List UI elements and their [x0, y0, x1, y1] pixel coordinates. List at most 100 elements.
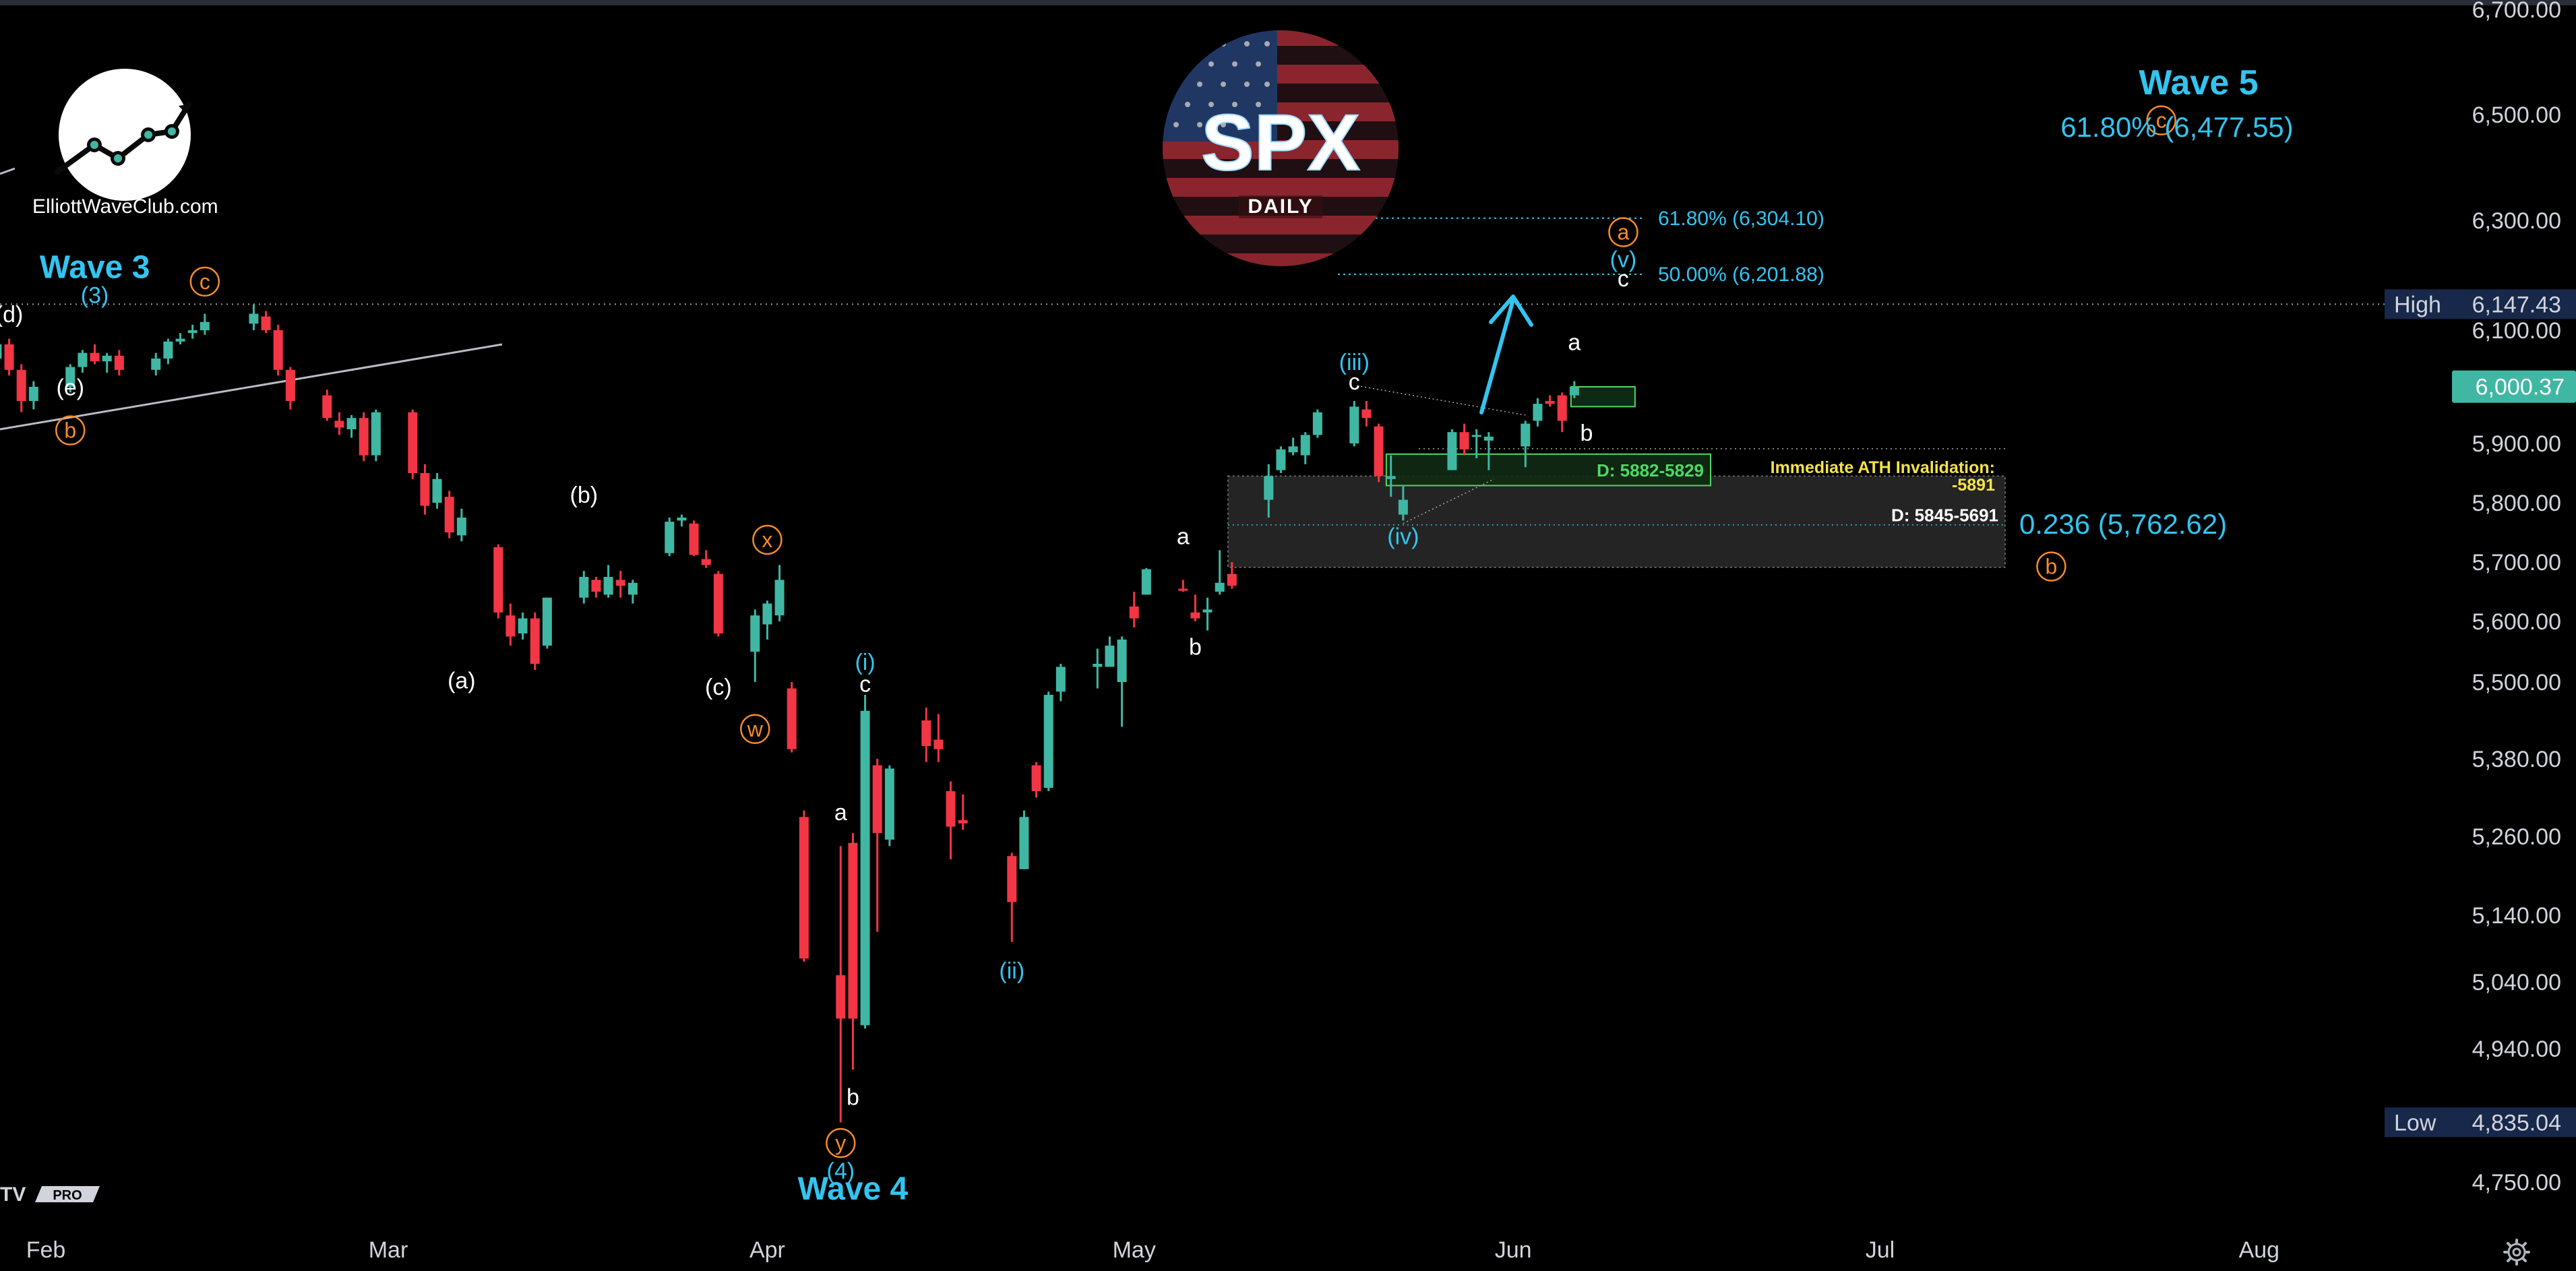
candle [4, 338, 14, 376]
candle [359, 412, 369, 462]
candle-body [1398, 499, 1408, 515]
candle [774, 565, 785, 621]
candle [1264, 464, 1274, 518]
candle-body [1093, 664, 1103, 667]
candle-body [1019, 817, 1029, 869]
y-axis-label: 6,300.00 [2472, 208, 2561, 234]
candle-body [603, 577, 613, 595]
candle-body [799, 817, 809, 959]
y-axis-label: 6,100.00 [2472, 318, 2561, 344]
candle [1569, 381, 1579, 398]
candle [946, 781, 956, 860]
candle [456, 508, 466, 542]
candle [1557, 392, 1567, 433]
candle-body [836, 975, 846, 1019]
candle-body [249, 313, 259, 324]
candle [1178, 580, 1188, 592]
candle-body [285, 369, 295, 401]
candle-body [420, 473, 430, 506]
candle [591, 577, 601, 598]
gear-icon[interactable] [2502, 1237, 2532, 1267]
candle-body [933, 739, 944, 749]
top-border [0, 0, 2576, 5]
candle-body [408, 412, 418, 473]
last-price-value: 6,000.37 [2476, 375, 2565, 400]
candle-body [1533, 404, 1543, 421]
demand-zone-gray[interactable] [1227, 475, 2006, 568]
candle [542, 597, 552, 649]
candle [1533, 398, 1543, 427]
candle-body [163, 341, 173, 359]
candle-body [1141, 569, 1151, 595]
y-axis-label: 4,750.00 [2472, 1170, 2561, 1196]
candle [322, 390, 332, 421]
candle [872, 759, 882, 932]
entry-zone[interactable] [1570, 386, 1636, 408]
candle [701, 550, 711, 568]
candle [505, 603, 516, 646]
triangle-upper-line [1357, 385, 1526, 416]
y-axis-label: 5,800.00 [2472, 491, 2561, 516]
candle [0, 344, 2, 359]
candle-body [848, 842, 858, 1019]
candle [371, 409, 381, 462]
badge-subtitle: DAILY [1248, 195, 1313, 218]
fib-0236-label: 0.236 (5,762.62) [2019, 508, 2227, 540]
candle [933, 714, 944, 762]
y-axis-label: 5,140.00 [2472, 903, 2561, 929]
wave-label-cyan: (i) [855, 650, 875, 675]
candle [530, 612, 540, 670]
candle-body [1374, 426, 1384, 476]
candle-body [774, 580, 785, 616]
trendline-fragment[interactable] [0, 167, 16, 175]
invalidation-title: Immediate ATH Invalidation: [1771, 458, 1995, 477]
candle-body [505, 615, 516, 637]
wave-label-circle [189, 266, 220, 297]
candle-body [90, 352, 100, 362]
candle [1276, 446, 1286, 473]
candle-body [1447, 432, 1457, 470]
candle [1545, 395, 1555, 407]
wave-label-white: a [1177, 524, 1190, 550]
candle [689, 520, 699, 557]
wave-label-circle [2146, 105, 2176, 135]
candle-body [444, 497, 454, 532]
demand-zone-green[interactable] [1385, 453, 1712, 487]
wave-label-cyan: (iii) [1339, 350, 1370, 375]
demand-zone-green-label: D: 5882-5829 [1597, 460, 1704, 480]
wave-label-white: b [1189, 635, 1202, 660]
candle-body [1055, 666, 1066, 692]
wave-label-orange: w [747, 717, 764, 741]
x-axis-label: Apr [749, 1237, 785, 1263]
wave-label-cyan: (4) [827, 1158, 855, 1184]
candle-body [456, 518, 466, 536]
candle [603, 565, 613, 598]
wave-label-white: c [1618, 266, 1629, 292]
projection-arrow[interactable] [1479, 298, 1515, 414]
candle-body [530, 618, 540, 664]
candle [884, 765, 894, 846]
x-axis-label: Aug [2239, 1237, 2280, 1263]
candle-body [493, 547, 503, 613]
candle [90, 344, 100, 365]
candle [1483, 432, 1494, 470]
y-axis-label: 6,500.00 [2472, 102, 2561, 128]
trendline[interactable] [0, 343, 503, 431]
candle-body [1288, 446, 1298, 453]
candle [102, 352, 112, 373]
x-axis-label: Jun [1495, 1237, 1532, 1263]
wave-label-circle [826, 1127, 856, 1158]
candle [1398, 485, 1408, 521]
candle [187, 324, 197, 339]
candle [860, 695, 870, 1029]
candle [713, 571, 723, 637]
wave-label-orange: c [200, 270, 210, 294]
candle [420, 464, 430, 515]
candle [408, 409, 418, 479]
high-marker-bg [2385, 289, 2576, 319]
candle [787, 682, 797, 753]
y-axis-label: 4,940.00 [2472, 1036, 2561, 1062]
wave-label-major: Wave 4 [798, 1171, 909, 1207]
candle-body [1349, 406, 1359, 443]
